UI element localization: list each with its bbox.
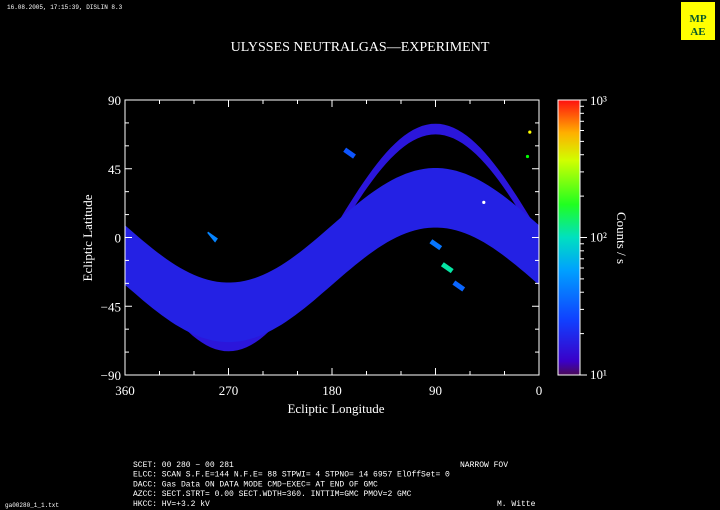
y-tick-label: 45 [108, 162, 121, 177]
x-tick-label: 360 [115, 383, 135, 398]
mpae-logo: MP AE [681, 2, 715, 40]
hotspot-cyan-1 [429, 239, 443, 251]
footer-line: DACC: Gas Data ON DATA MODE CMD−EXEC= AT… [133, 480, 378, 489]
footer-line: ELCC: SCAN S.F.E=144 N.F.E= 88 STPWI= 4 … [133, 471, 450, 480]
colorbar-ticks: 10³ 10² 10¹ [580, 93, 607, 382]
y-tick-label: −90 [101, 368, 121, 383]
fov-label: NARROW FOV [460, 461, 508, 470]
colorbar-label: Counts / s [614, 212, 629, 264]
x-axis-label: Ecliptic Longitude [287, 401, 384, 416]
x-axis: 360 270 180 90 0 [115, 100, 542, 398]
band-gap [181, 207, 221, 253]
heatmap-bands [125, 123, 539, 352]
marker-yellow [528, 130, 532, 134]
x-tick-label: 90 [429, 383, 442, 398]
x-tick-label: 270 [219, 383, 239, 398]
y-axis-label: Ecliptic Latitude [80, 194, 95, 281]
timestamp: 16.08.2005, 17:15:39, DISLIN 8.3 [7, 4, 123, 11]
marker-green [525, 154, 530, 159]
x-tick-label: 0 [536, 383, 543, 398]
inner-scan-band [125, 168, 539, 343]
heatmap-highlights [205, 147, 466, 292]
y-tick-label: 0 [115, 231, 122, 246]
footer-line: HKCC: HV=+3.2 kV [133, 500, 210, 509]
y-tick-label: −45 [101, 299, 121, 314]
hotspot-cyan-3 [205, 231, 218, 243]
y-tick-label: 90 [108, 93, 121, 108]
marker-white [482, 200, 486, 204]
filename-label: ga00280_1_1.txt [5, 502, 59, 509]
markers [482, 130, 532, 204]
footer-line: AZCC: SECT.STRT= 0.00 SECT.WDTH=360. INT… [133, 490, 412, 499]
footer-line: SCET: 00 280 − 00 281 [133, 461, 234, 470]
chart-title: ULYSSES NEUTRALGAS—EXPERIMENT [231, 40, 490, 55]
hotspot-cyan-4 [452, 280, 466, 292]
colorbar [557, 99, 581, 376]
colorbar-tick-label: 10³ [590, 93, 607, 108]
hotspot-green [440, 262, 454, 274]
y-axis: 90 45 0 −45 −90 [101, 93, 539, 383]
logo-text: MP AE [689, 13, 706, 38]
colorbar-tick-label: 10¹ [590, 367, 607, 382]
colorbar-tick-label: 10² [590, 230, 607, 245]
author-label: M. Witte [497, 500, 536, 509]
logo-background [681, 2, 715, 40]
hotspot-cyan-2 [343, 147, 356, 159]
x-tick-label: 180 [322, 383, 342, 398]
